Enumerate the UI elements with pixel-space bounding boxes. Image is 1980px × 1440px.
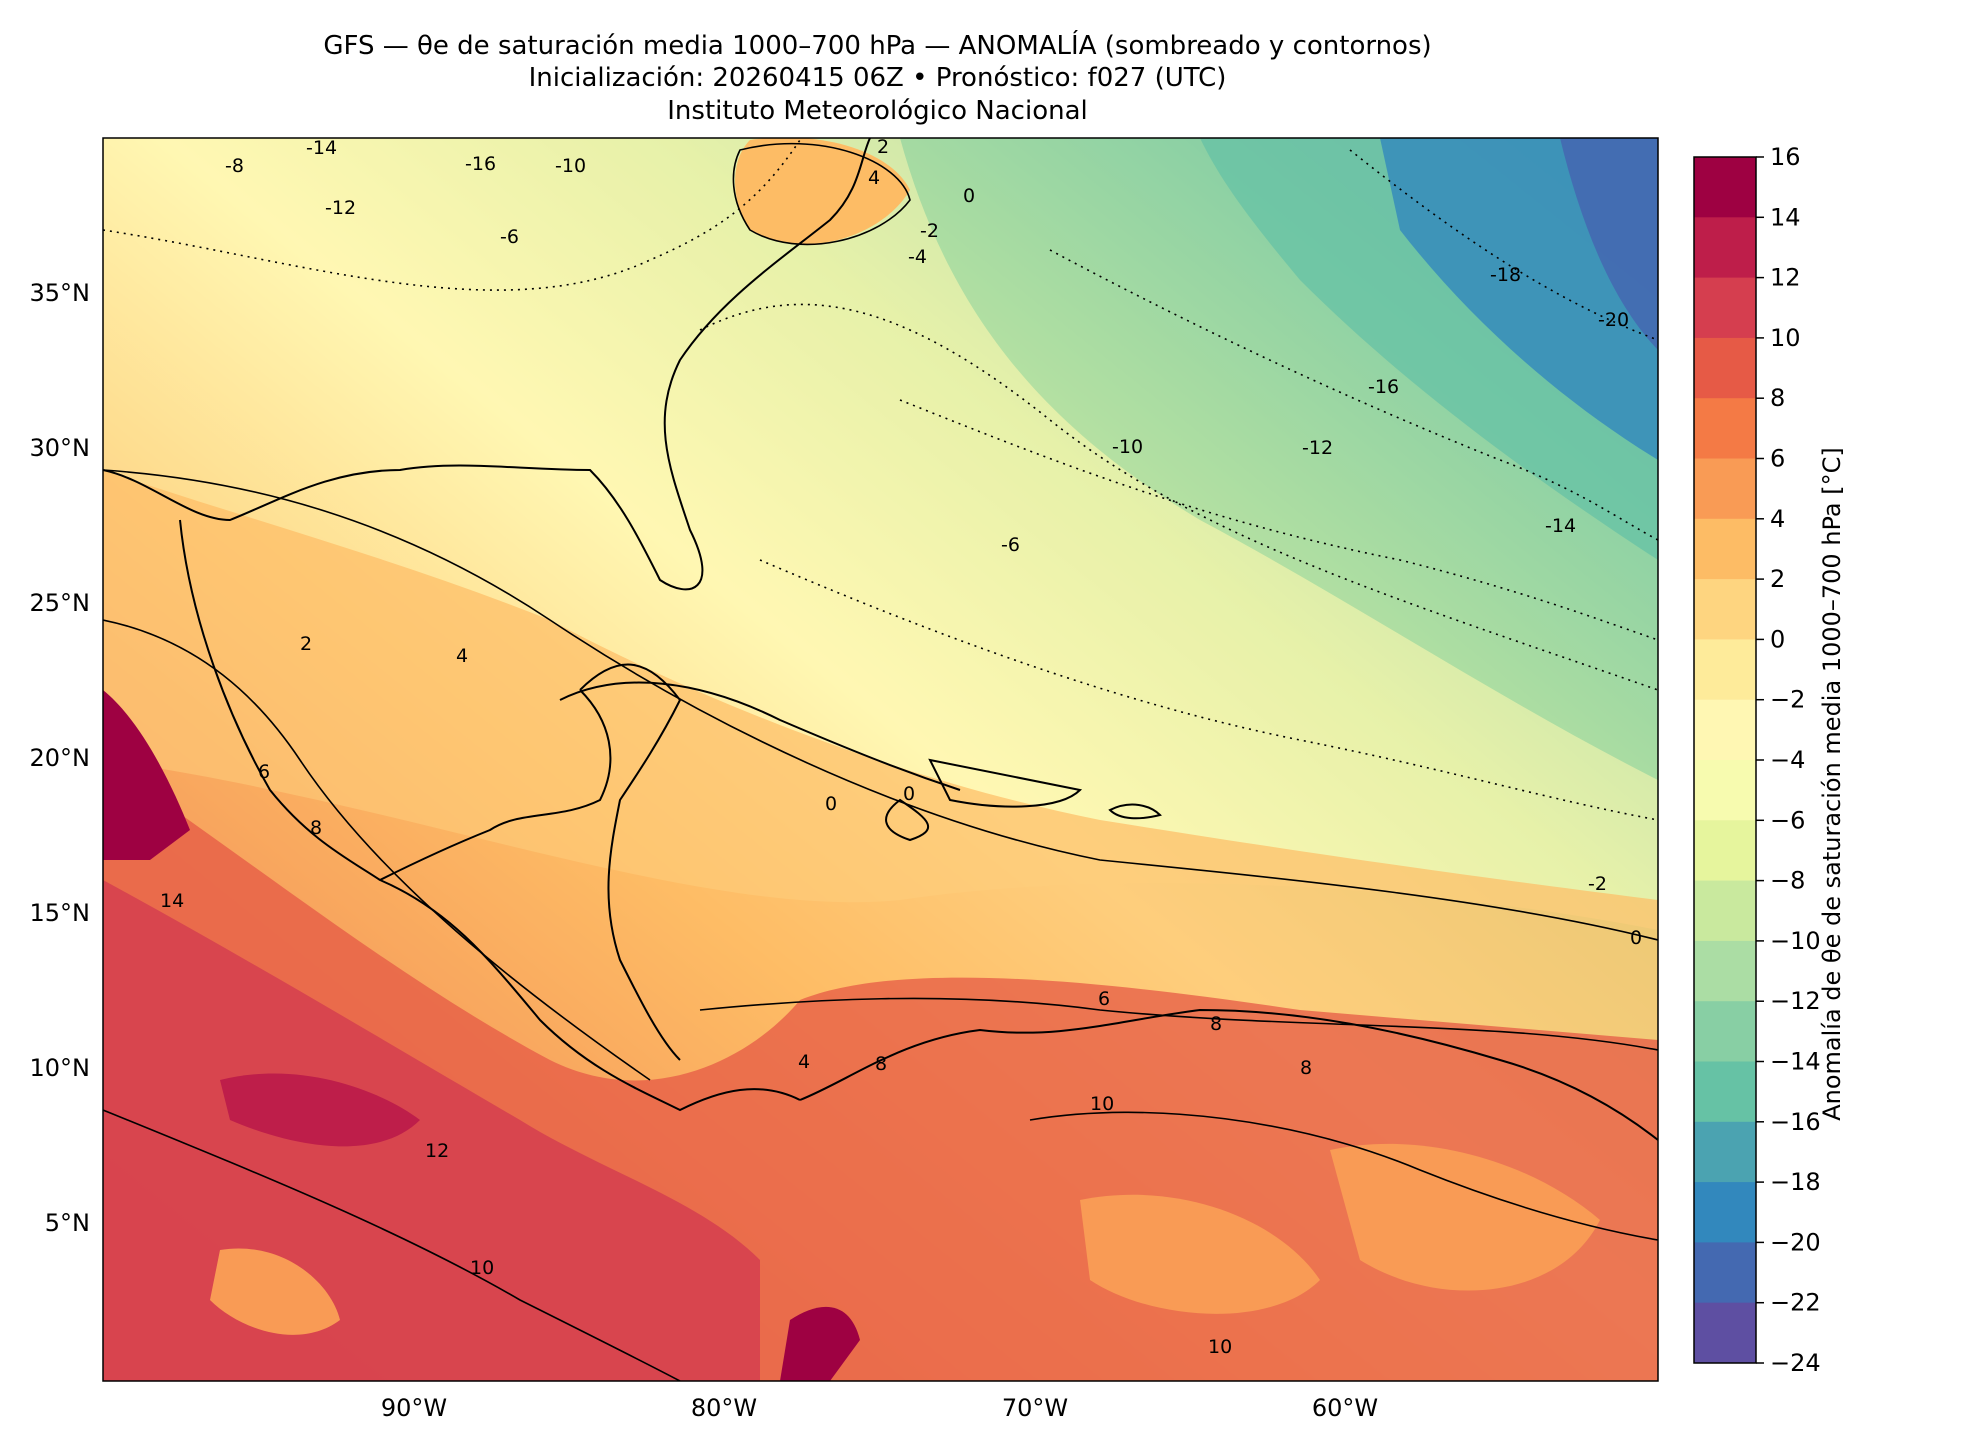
colorbar-tick-label: −10 (1770, 927, 1821, 955)
contour-label: 10 (1208, 1336, 1232, 1358)
contour-label: 0 (903, 783, 915, 805)
colorbar-swatch (1694, 1182, 1756, 1243)
colorbar-swatch (1694, 820, 1756, 882)
colorbar-tick-label: −18 (1770, 1168, 1821, 1196)
contour-label: 2 (877, 136, 889, 158)
lat-label: 20°N (30, 744, 91, 772)
chart-subtitle: Inicialización: 20260415 06Z • Pronóstic… (528, 63, 1227, 93)
contour-label: 0 (963, 185, 975, 207)
lat-label: 10°N (30, 1054, 91, 1082)
contour-label: -2 (1588, 873, 1607, 895)
colorbar-tick-label: 6 (1770, 445, 1785, 473)
anomaly-shading (103, 138, 1658, 1381)
colorbar-swatch (1694, 760, 1756, 821)
colorbar-swatch (1694, 699, 1756, 761)
colorbar-tick-label: −16 (1770, 1108, 1821, 1136)
contour-label: 8 (1210, 1013, 1222, 1035)
contour-label: -4 (908, 246, 927, 268)
lon-label: 60°W (1312, 1394, 1378, 1422)
colorbar-swatch (1694, 458, 1756, 520)
colorbar-tick-label: −22 (1770, 1289, 1821, 1317)
colorbar-swatch (1694, 880, 1756, 942)
colorbar-swatch (1694, 518, 1756, 580)
colorbar-swatch (1694, 639, 1756, 701)
contour-labels: -14 -16 -10 -12 -8 -6 -4 -2 0 2 4 -6 -10… (160, 136, 1642, 1358)
contour-label: -10 (1112, 436, 1143, 458)
lat-label: 30°N (30, 434, 91, 462)
colorbar-tick-label: −4 (1770, 746, 1805, 774)
contour-label: 2 (300, 633, 312, 655)
colorbar-swatch (1694, 277, 1756, 339)
contour-label: 0 (825, 793, 837, 815)
contour-label: 6 (1098, 988, 1110, 1010)
contour-label: -20 (1598, 309, 1629, 331)
colorbar-swatch (1694, 217, 1756, 279)
colorbar-swatch (1694, 1242, 1756, 1304)
contour-label: -6 (500, 226, 519, 248)
colorbar-tick-label: −20 (1770, 1228, 1821, 1256)
colorbar-tick-label: −2 (1770, 686, 1805, 714)
colorbar-tick-label: 2 (1770, 565, 1785, 593)
contour-label: -18 (1490, 264, 1521, 286)
contour-label: 8 (310, 817, 322, 839)
colorbar-tick-label: −8 (1770, 867, 1805, 895)
contour-label: 4 (798, 1051, 810, 1073)
colorbar-label: Anomalía de θe de saturación media 1000–… (1818, 447, 1846, 1121)
chart-title: GFS — θe de saturación media 1000–700 hP… (323, 31, 1432, 61)
lon-label: 80°W (691, 1394, 757, 1422)
colorbar-swatch (1694, 1121, 1756, 1183)
colorbar-swatch (1694, 579, 1756, 640)
chart-institution: Instituto Meteorológico Nacional (667, 96, 1088, 126)
contour-label: 4 (868, 167, 880, 189)
contour-label: -16 (1368, 376, 1399, 398)
lat-label: 35°N (30, 279, 91, 307)
colorbar-tick-label: 4 (1770, 505, 1785, 533)
colorbar-swatch (1694, 1001, 1756, 1062)
colorbar-swatch (1694, 337, 1756, 399)
contour-label: 0 (1630, 927, 1642, 949)
colorbar (1693, 156, 1757, 1364)
colorbar-tick-label: 0 (1770, 625, 1785, 653)
colorbar-ticks: 16 14 12 10 8 6 4 2 0 −2 −4 −6 −8 −10 −12 −14 −16 −18 −20 −… (1756, 143, 1821, 1377)
lat-label: 5°N (45, 1209, 90, 1237)
contour-label: 10 (1090, 1093, 1114, 1115)
colorbar-swatch (1694, 1061, 1756, 1123)
latitude-axis: 35°N 30°N 25°N 20°N 15°N 10°N 5°N (30, 279, 91, 1237)
contour-label: -14 (306, 137, 337, 159)
contour-label: 4 (456, 645, 468, 667)
colorbar-tick-label: 14 (1770, 203, 1801, 231)
contour-label: -14 (1545, 515, 1576, 537)
contour-label: 10 (470, 1257, 494, 1279)
colorbar-tick-label: 16 (1770, 143, 1801, 171)
colorbar-swatch (1694, 398, 1756, 459)
colorbar-tick-label: −12 (1770, 987, 1821, 1015)
contour-label: 6 (258, 761, 270, 783)
contour-label: 8 (1300, 1057, 1312, 1079)
contour-label: -10 (555, 155, 586, 177)
contour-label: 12 (425, 1140, 449, 1162)
colorbar-tick-label: −6 (1770, 806, 1805, 834)
contour-label: -12 (325, 197, 356, 219)
contour-label: -12 (1302, 437, 1333, 459)
colorbar-tick-label: −24 (1770, 1349, 1821, 1377)
contour-label: -6 (1001, 534, 1020, 556)
contour-label: -16 (465, 153, 496, 175)
colorbar-tick-label: 8 (1770, 384, 1785, 412)
contour-label: 14 (160, 890, 184, 912)
lat-label: 15°N (30, 899, 91, 927)
colorbar-tick-label: −14 (1770, 1048, 1821, 1076)
longitude-axis: 90°W 80°W 70°W 60°W (381, 1394, 1378, 1422)
colorbar-tick-label: 10 (1770, 324, 1801, 352)
contour-label: -8 (225, 155, 244, 177)
lon-label: 90°W (381, 1394, 447, 1422)
colorbar-swatch (1694, 157, 1756, 218)
lon-label: 70°W (1002, 1394, 1068, 1422)
colorbar-tick-label: 12 (1770, 264, 1801, 292)
contour-label: 8 (875, 1053, 887, 1075)
colorbar-swatch (1694, 940, 1756, 1002)
lat-label: 25°N (30, 589, 91, 617)
colorbar-swatch (1694, 1302, 1756, 1364)
contour-label: -2 (920, 220, 939, 242)
